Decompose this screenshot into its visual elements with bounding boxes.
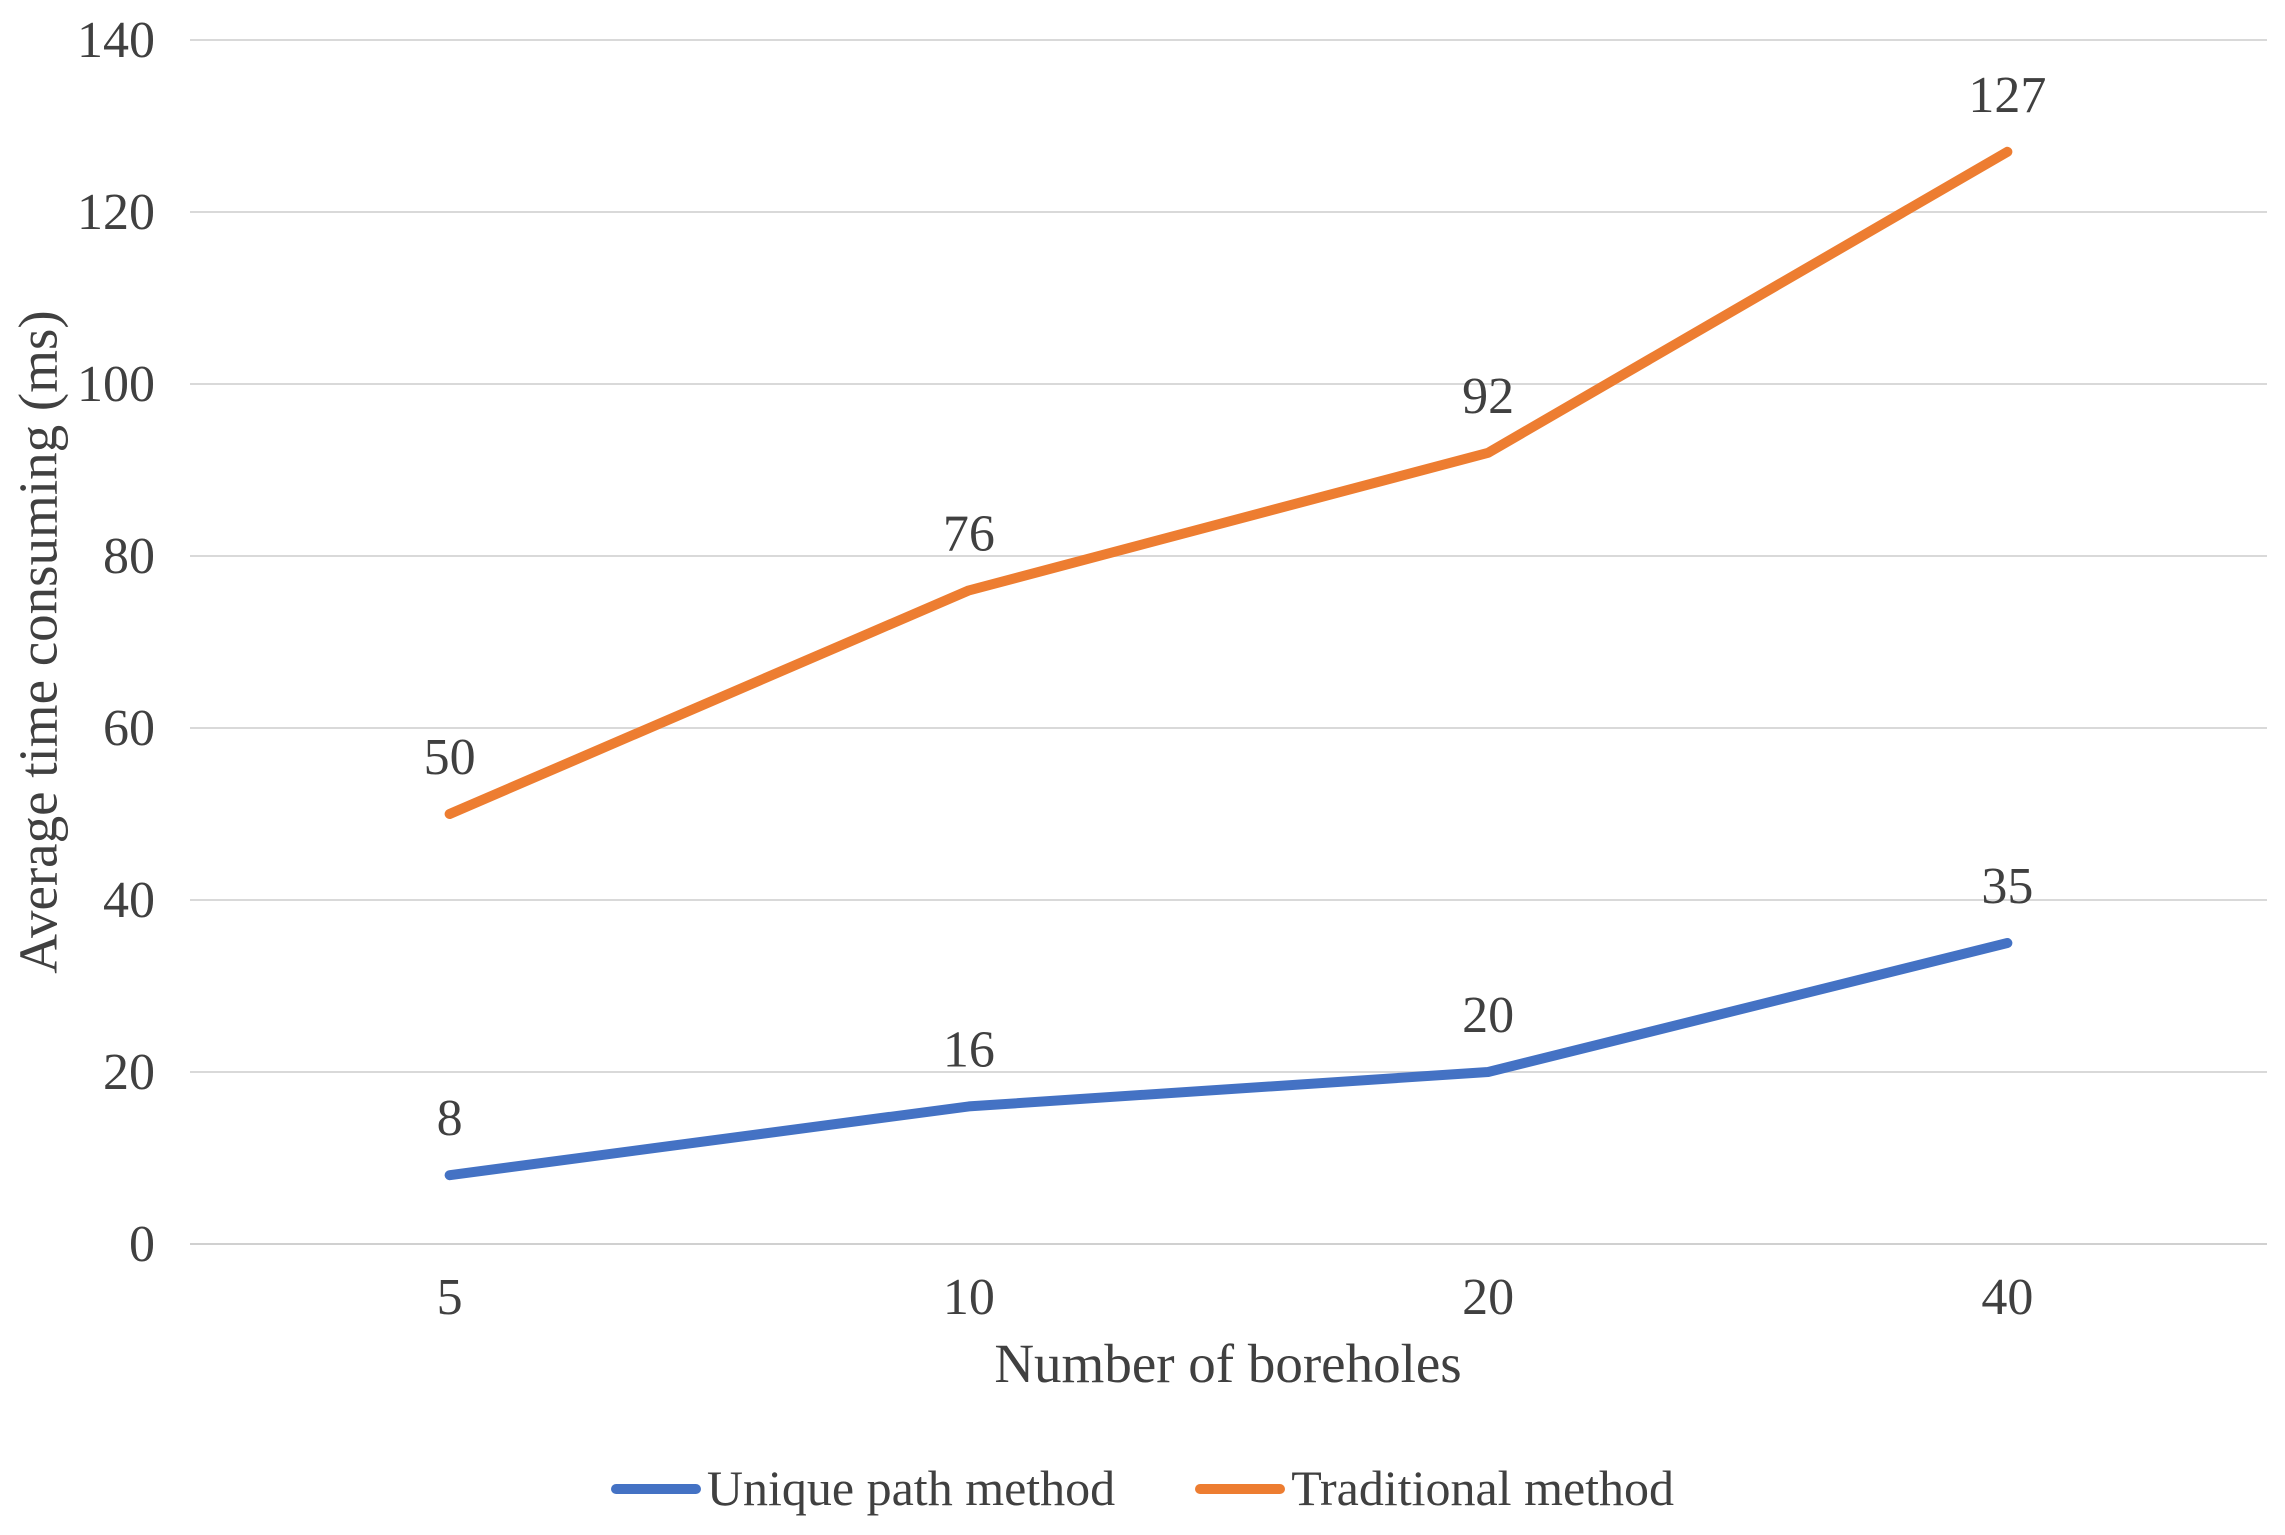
legend-swatch-traditional-method	[1195, 1483, 1286, 1494]
x-tick-label-10: 10	[943, 1269, 995, 1326]
y-tick-label-80: 80	[103, 528, 155, 585]
y-tick-label-100: 100	[77, 356, 155, 413]
y-tick-label-60: 60	[103, 700, 155, 757]
y-tick-label-20: 20	[103, 1044, 155, 1101]
legend-label-unique-path-method: Unique path method	[706, 1460, 1116, 1516]
legend-item-unique-path-method: Unique path method	[610, 1460, 1116, 1516]
x-tick-label-5: 5	[437, 1269, 463, 1326]
x-tick-label-40: 40	[1981, 1269, 2033, 1326]
y-tick-label-40: 40	[103, 872, 155, 929]
y-tick-label-120: 120	[77, 184, 155, 241]
data-label-unique-path-method-10: 16	[943, 1021, 995, 1078]
x-tick-label-20: 20	[1462, 1269, 1514, 1326]
data-label-traditional-method-40: 127	[1968, 67, 2046, 124]
data-label-unique-path-method-20: 20	[1462, 987, 1514, 1044]
series-line-traditional-method	[444, 146, 2013, 819]
data-label-traditional-method-20: 92	[1462, 368, 1514, 425]
series-line-unique-path-method	[444, 938, 2013, 1181]
data-label-traditional-method-10: 76	[943, 505, 995, 562]
y-tick-label-140: 140	[77, 12, 155, 69]
data-label-unique-path-method-40: 35	[1981, 858, 2033, 915]
legend: Unique path method Traditional method	[0, 1462, 2285, 1515]
legend-swatch-unique-path-method	[610, 1483, 701, 1494]
y-tick-label-0: 0	[129, 1216, 155, 1273]
legend-label-traditional-method: Traditional method	[1291, 1460, 1675, 1516]
data-label-unique-path-method-5: 8	[437, 1090, 463, 1147]
legend-item-traditional-method: Traditional method	[1195, 1462, 1674, 1515]
data-label-traditional-method-5: 50	[424, 729, 476, 786]
y-axis-title: Average time consuming (ms)	[7, 310, 69, 974]
x-axis-title: Number of boreholes	[994, 1333, 1462, 1394]
